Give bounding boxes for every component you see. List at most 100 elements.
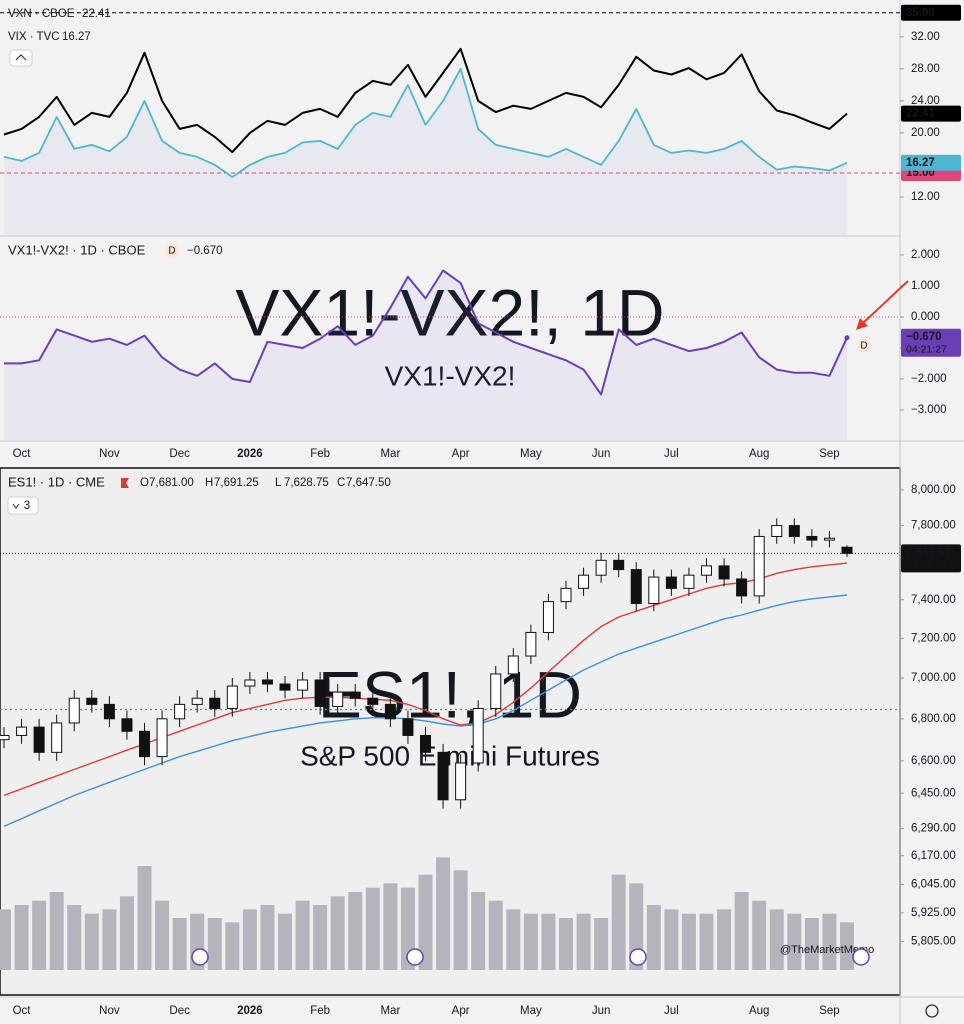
collapse-icon [15, 54, 27, 61]
last-point [844, 335, 850, 341]
legend-value: 16.27 [62, 31, 91, 43]
volume-bar [155, 900, 170, 970]
volume-bar [752, 900, 767, 970]
candle-body [121, 718, 133, 732]
x-tick-label: Nov [99, 1005, 120, 1017]
volume-bar [681, 913, 696, 970]
candle-body [525, 631, 537, 657]
volume-bar [611, 874, 626, 970]
y-tick-label: 0.000 [911, 311, 940, 323]
x-tick-label: Oct [13, 448, 32, 460]
candle-body [455, 762, 467, 801]
candle-body [841, 546, 853, 554]
volume-bar [330, 896, 345, 970]
candle-body [261, 679, 273, 685]
candle-body [68, 697, 80, 724]
candle-body [701, 565, 712, 576]
candle-body [191, 697, 203, 705]
candle-body [16, 726, 28, 736]
watermark: VX1!-VX2!, 1D [235, 275, 664, 349]
x-tick-label: Sep [819, 448, 839, 460]
candle-body [771, 525, 783, 537]
x-tick-label: Feb [310, 448, 330, 460]
volume-bar [242, 909, 257, 970]
line-series [3, 47, 848, 154]
spread-line [4, 269, 848, 396]
countdown: 04:06:26 [906, 559, 947, 571]
x-tick-label: 2026 [237, 448, 263, 460]
badge: D [860, 341, 867, 352]
watermark-sub: VX1!-VX2! [385, 360, 516, 391]
volume-bar [207, 918, 222, 970]
volume-bar [278, 913, 292, 970]
volume-bar [699, 913, 714, 970]
reference-label: 35.00 [906, 7, 935, 19]
countdown: 04:21:27 [906, 344, 947, 356]
y-tick-label: 6,450.00 [911, 787, 956, 799]
candle-body [209, 697, 221, 709]
y-tick-label: 7,800.00 [911, 520, 956, 532]
volume-bar [471, 892, 486, 970]
x-tick-label: Aug [749, 1005, 769, 1017]
y-tick-label: 6,600.00 [911, 755, 956, 767]
candle-body [490, 673, 502, 709]
volume-bar [260, 905, 275, 970]
volume-bar [541, 913, 556, 970]
candle-body [595, 559, 607, 576]
settings-icon[interactable] [925, 1004, 939, 1018]
volume-bar [629, 883, 644, 970]
event-icon[interactable] [629, 948, 647, 966]
y-tick-label: 7,400.00 [911, 594, 956, 606]
candle-body [33, 726, 45, 753]
candle-body [402, 718, 414, 736]
candle-body [332, 691, 344, 707]
last-value-label-bg [901, 105, 961, 122]
y-tick-label: 1.000 [911, 280, 940, 292]
x-tick-label: May [520, 1005, 542, 1017]
volume-bar [295, 900, 310, 970]
candle-body [86, 697, 98, 705]
y-tick-label: −3.000 [911, 404, 947, 416]
last-value-label: −0.670 [906, 331, 942, 343]
candle-body [384, 703, 396, 720]
line-series [3, 68, 848, 178]
collapse-button[interactable] [9, 49, 33, 67]
event-icons [191, 948, 870, 966]
ohlc-key: H [205, 477, 213, 489]
candle-body [51, 722, 63, 753]
candle-body [472, 707, 484, 764]
moving-average [3, 594, 848, 828]
last-price-label: 7,647.50 [906, 546, 951, 558]
x-tick-label: Mar [380, 1005, 400, 1017]
x-tick-label: May [520, 448, 542, 460]
event-icon[interactable] [852, 948, 870, 966]
collapse-button[interactable] [7, 496, 39, 515]
candle-body [578, 574, 590, 589]
y-tick-label: 32.00 [911, 31, 940, 43]
x-tick-label: Dec [169, 1005, 190, 1017]
volume-bar [436, 857, 451, 970]
candle-body [560, 587, 572, 603]
x-tick-label: Aug [749, 448, 769, 460]
candle-body [788, 525, 800, 537]
volume-bar [418, 874, 433, 970]
volume-bar [225, 922, 240, 970]
x-tick-label: Sep [819, 1005, 839, 1017]
event-icon[interactable] [191, 948, 209, 966]
x-tick-label: Mar [380, 448, 400, 460]
volume-bar [119, 896, 134, 970]
volume-bar [717, 909, 732, 970]
candle-body [297, 679, 309, 691]
last-price-bg [901, 544, 961, 573]
x-tick-label: Jul [664, 448, 679, 460]
candle-body [753, 535, 765, 597]
event-icon[interactable] [406, 948, 424, 966]
x-tick-label: Jul [664, 1005, 679, 1017]
legend-value: −0.670 [187, 245, 223, 257]
x-tick-label: Apr [452, 448, 470, 460]
x-tick-label: Apr [452, 1005, 470, 1017]
x-tick-label: Dec [169, 448, 190, 460]
y-tick-label: 5,925.00 [911, 907, 956, 919]
volume-bar [32, 900, 47, 970]
volume-bar [49, 892, 64, 970]
